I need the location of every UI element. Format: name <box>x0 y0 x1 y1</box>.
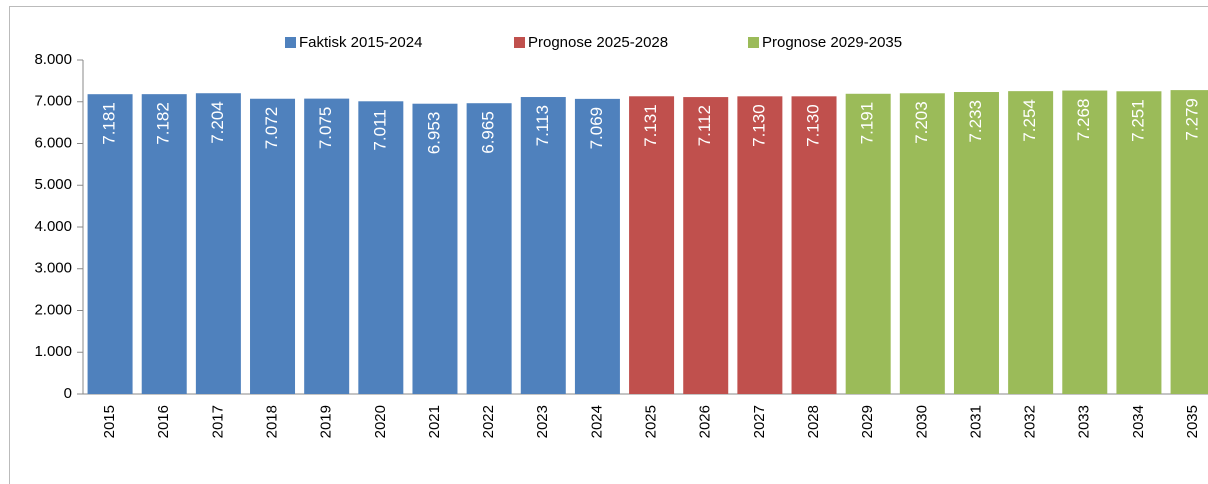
x-tick-label: 2022 <box>480 405 497 438</box>
x-tick-label: 2019 <box>318 405 335 438</box>
bar <box>1116 91 1162 394</box>
value-label: 7.191 <box>858 102 877 145</box>
y-tick-label: 7.000 <box>34 93 72 110</box>
bar <box>953 92 999 394</box>
value-label: 6.965 <box>479 111 498 154</box>
value-label: 7.268 <box>1074 99 1093 142</box>
bar <box>899 93 945 394</box>
bar <box>358 101 404 395</box>
legend-swatch <box>285 37 296 48</box>
y-tick-label: 2.000 <box>34 301 72 318</box>
bar <box>1008 91 1054 394</box>
legend-swatch <box>748 37 759 48</box>
x-tick-label: 2015 <box>101 405 118 438</box>
bar <box>1170 90 1208 395</box>
x-tick-label: 2025 <box>643 405 660 438</box>
value-label: 7.131 <box>641 104 660 147</box>
value-label: 7.204 <box>208 101 227 144</box>
value-label: 7.182 <box>154 102 173 145</box>
x-tick-label: 2024 <box>588 405 605 438</box>
bar <box>250 98 296 394</box>
legend-label: Prognose 2029-2035 <box>762 34 902 51</box>
x-tick-label: 2032 <box>1022 405 1039 438</box>
value-label: 7.203 <box>912 101 931 144</box>
bar <box>1062 90 1108 394</box>
bar <box>466 103 512 395</box>
x-tick-label: 2021 <box>426 405 443 438</box>
value-label: 6.953 <box>424 112 443 155</box>
value-label: 7.251 <box>1128 99 1147 142</box>
value-label: 7.112 <box>695 105 714 146</box>
value-label: 7.075 <box>316 107 335 150</box>
bar <box>520 97 566 394</box>
y-tick-label: 6.000 <box>34 134 72 151</box>
value-label: 7.233 <box>966 100 985 143</box>
x-tick-label: 2028 <box>805 405 822 438</box>
value-label: 7.254 <box>1020 99 1039 142</box>
x-tick-label: 2029 <box>859 405 876 438</box>
y-tick-label: 1.000 <box>34 343 72 360</box>
x-tick-label: 2023 <box>534 405 551 438</box>
y-tick-label: 0 <box>64 385 72 402</box>
x-tick-label: 2027 <box>751 405 768 438</box>
bar <box>304 98 350 395</box>
x-tick-label: 2017 <box>209 405 226 438</box>
x-tick-label: 2026 <box>697 405 714 438</box>
bar <box>737 96 783 394</box>
value-label: 7.181 <box>100 102 119 145</box>
bar <box>683 97 729 394</box>
value-label: 7.130 <box>749 104 768 147</box>
bar <box>629 96 675 394</box>
value-label: 7.113 <box>533 105 552 146</box>
value-label: 7.011 <box>370 109 389 150</box>
x-tick-label: 2030 <box>913 405 930 438</box>
y-tick-label: 3.000 <box>34 260 72 277</box>
y-tick-label: 5.000 <box>34 176 72 193</box>
legend-label: Faktisk 2015-2024 <box>299 34 422 51</box>
bar <box>412 103 458 394</box>
x-tick-label: 2031 <box>967 405 984 438</box>
bar <box>574 98 620 394</box>
value-label: 7.279 <box>1183 98 1202 141</box>
x-tick-label: 2035 <box>1184 405 1201 438</box>
bar <box>195 93 241 394</box>
bar <box>845 93 891 394</box>
x-tick-label: 2033 <box>1076 405 1093 438</box>
legend-swatch <box>514 37 525 48</box>
y-tick-label: 8.000 <box>34 51 72 68</box>
legend-label: Prognose 2025-2028 <box>528 34 668 51</box>
x-tick-label: 2016 <box>155 405 172 438</box>
bar <box>791 96 837 394</box>
bar <box>141 94 187 395</box>
x-tick-label: 2034 <box>1130 405 1147 438</box>
x-tick-label: 2018 <box>263 405 280 438</box>
value-label: 7.069 <box>587 107 606 150</box>
value-label: 7.072 <box>262 107 281 150</box>
chart-frame <box>9 6 1208 484</box>
y-tick-label: 4.000 <box>34 218 72 235</box>
bar <box>87 94 133 395</box>
x-tick-label: 2020 <box>372 405 389 438</box>
value-label: 7.130 <box>804 104 823 147</box>
